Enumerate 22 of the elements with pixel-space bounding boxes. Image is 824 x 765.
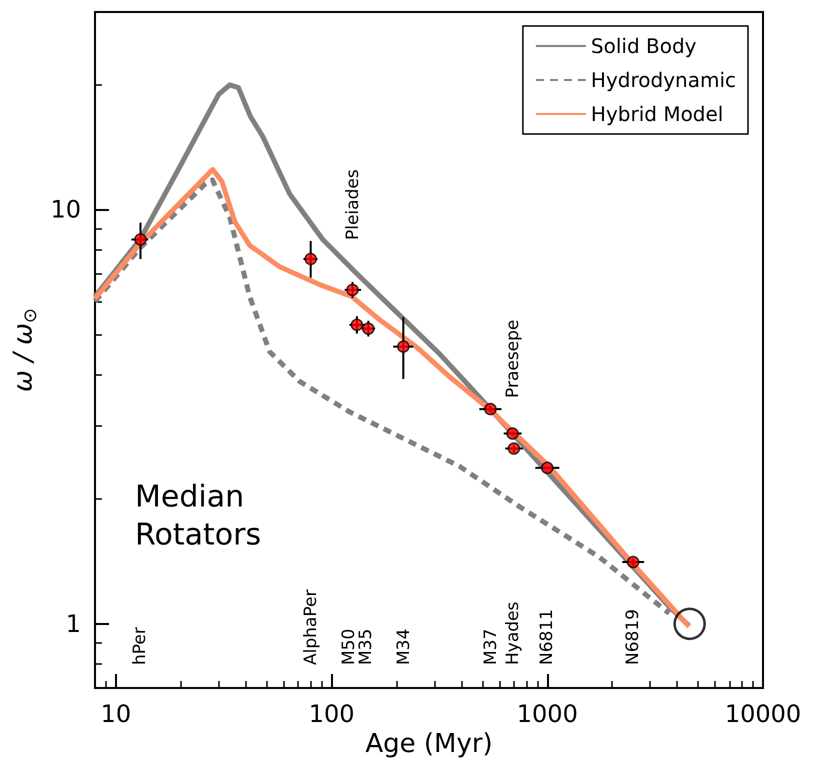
annotation: Hyades xyxy=(503,601,523,665)
annotation: Praesepe xyxy=(503,320,523,398)
x-axis-title: Age (Myr) xyxy=(365,728,493,759)
annotation: Pleiades xyxy=(343,169,363,240)
x-tick-label: 10 xyxy=(100,700,132,728)
y-axis-title: ω / ω⊙ xyxy=(8,308,42,392)
legend-label: Hydrodynamic xyxy=(590,68,736,92)
x-tick-label: 100 xyxy=(308,700,355,728)
annotation: AlphaPer xyxy=(301,590,321,665)
annotation: N6819 xyxy=(623,609,643,665)
annotation: M50 xyxy=(339,628,359,665)
x-tick-label: 10000 xyxy=(724,700,802,728)
y-tick-label: 1 xyxy=(66,610,81,638)
annotation: M37 xyxy=(481,628,501,665)
legend-label: Hybrid Model xyxy=(590,102,724,126)
annotation: Median Rotators xyxy=(135,480,262,552)
annotation: N6811 xyxy=(537,609,557,665)
annotation: M34 xyxy=(394,628,414,665)
annotation: hPer xyxy=(130,627,150,665)
x-tick-label: 1000 xyxy=(516,700,578,728)
legend-label: Solid Body xyxy=(590,34,697,58)
annotation: M35 xyxy=(356,628,376,665)
